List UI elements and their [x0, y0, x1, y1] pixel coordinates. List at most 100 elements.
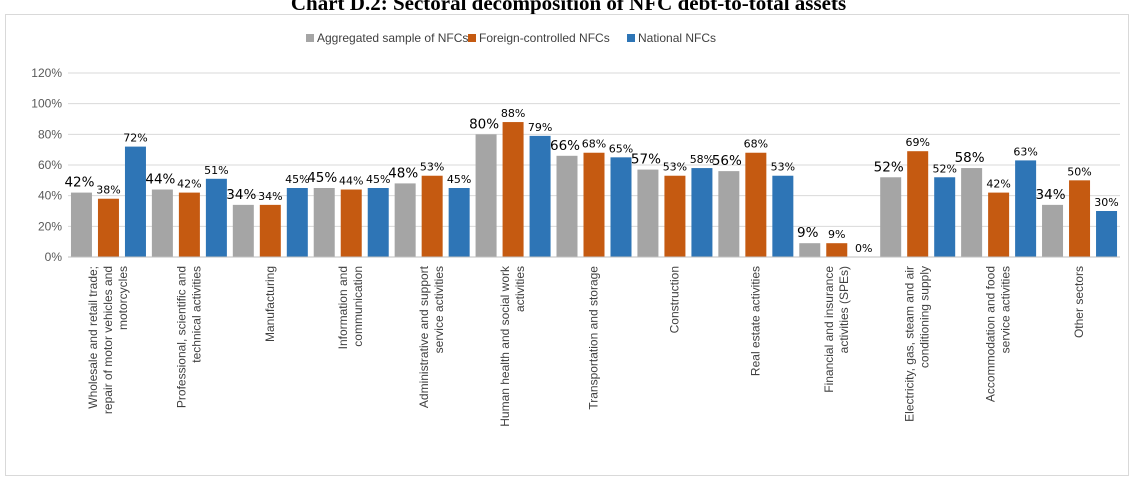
bar	[421, 175, 443, 257]
legend-swatch	[468, 34, 476, 42]
bar	[124, 146, 146, 257]
bar	[961, 168, 983, 257]
category-label: communication	[351, 266, 365, 347]
data-label: 44%	[145, 172, 175, 188]
y-tick-label: 120%	[31, 66, 62, 80]
y-tick-label: 40%	[38, 189, 62, 203]
bar	[475, 134, 497, 257]
category-label: motorcycles	[116, 266, 130, 330]
data-label: 42%	[177, 178, 201, 191]
bar	[448, 188, 470, 257]
y-tick-label: 80%	[38, 127, 62, 141]
bar	[313, 188, 335, 257]
category-label: Professional, scientific and	[174, 266, 188, 408]
category-label: Administrative and support	[417, 265, 431, 408]
legend-swatch	[627, 34, 635, 42]
category-label: repair of motor vehicles and	[101, 266, 115, 414]
data-label: 34%	[226, 187, 256, 203]
data-label: 45%	[307, 170, 337, 186]
legend-swatch	[306, 34, 314, 42]
data-label: 45%	[285, 173, 309, 186]
data-label: 88%	[501, 107, 525, 120]
bar	[988, 192, 1010, 257]
category-label: service activities	[432, 266, 446, 353]
bar	[151, 189, 173, 257]
data-label: 65%	[609, 142, 633, 155]
bar	[1069, 180, 1091, 257]
bar	[691, 168, 713, 257]
category-label: Accommodation and food	[984, 266, 998, 402]
category-label: Construction	[667, 266, 681, 333]
bar	[340, 189, 362, 257]
data-label: 66%	[550, 138, 580, 154]
category-label: Other sectors	[1072, 266, 1086, 338]
data-label: 45%	[366, 173, 390, 186]
bar	[718, 171, 740, 257]
bar	[772, 175, 794, 257]
category-label: Human health and social work	[498, 265, 512, 427]
bar	[556, 155, 578, 257]
data-label: 9%	[797, 225, 819, 241]
bar	[826, 243, 848, 257]
bar	[178, 192, 200, 257]
data-label: 42%	[986, 178, 1010, 191]
data-label: 63%	[1013, 145, 1037, 158]
chart-title: Chart D.2: Sectoral decomposition of NFC…	[290, 0, 847, 15]
category-label: service activities	[999, 266, 1013, 353]
y-tick-label: 20%	[38, 219, 62, 233]
data-label: 0%	[855, 242, 872, 255]
y-tick-label: 100%	[31, 97, 62, 111]
category-label: conditioning supply	[918, 266, 932, 368]
category-label: Financial and insurance	[822, 266, 836, 393]
bar	[529, 135, 551, 257]
bar	[502, 122, 524, 257]
category-label: Real estate activities	[748, 266, 762, 376]
data-label: 69%	[905, 136, 929, 149]
data-label: 53%	[420, 161, 444, 174]
data-label: 80%	[469, 116, 499, 132]
y-tick-label: 60%	[38, 158, 62, 172]
bar	[1042, 204, 1064, 257]
category-label: activities (SPEs)	[837, 266, 851, 353]
bar	[232, 204, 254, 257]
data-label: 51%	[204, 164, 228, 177]
bar	[394, 183, 416, 257]
data-label: 53%	[663, 161, 687, 174]
data-label: 58%	[955, 150, 985, 166]
data-label: 53%	[771, 161, 795, 174]
category-label: activities	[513, 266, 527, 312]
bar	[799, 243, 821, 257]
category-label: Manufacturing	[263, 266, 277, 342]
data-label: 45%	[447, 173, 471, 186]
data-label: 34%	[1036, 187, 1066, 203]
data-label: 48%	[388, 165, 418, 181]
category-label: Electricity, gas, steam and air	[903, 266, 917, 422]
category-label: Information and	[336, 266, 350, 349]
bar	[583, 152, 605, 257]
category-label: technical activities	[189, 266, 203, 363]
bar	[1015, 160, 1037, 257]
category-label: Wholesale and retail trade;	[86, 266, 100, 409]
data-label: 72%	[123, 132, 147, 145]
data-label: 52%	[932, 162, 956, 175]
bar	[637, 169, 659, 257]
bar	[259, 204, 281, 257]
data-label: 68%	[582, 138, 606, 151]
bar	[205, 178, 227, 257]
legend-label: Aggregated sample of NFCs	[317, 31, 468, 45]
category-label: Transportation and storage	[587, 266, 601, 410]
data-label: 58%	[690, 153, 714, 166]
data-label: 42%	[64, 175, 94, 191]
bar	[367, 188, 389, 257]
data-label: 9%	[828, 228, 845, 241]
bar	[745, 152, 767, 257]
data-label: 34%	[258, 190, 282, 203]
bar	[286, 188, 308, 257]
y-tick-label: 0%	[45, 250, 63, 264]
bar	[70, 192, 92, 257]
bar	[934, 177, 956, 257]
legend-label: National NFCs	[638, 31, 716, 45]
bar	[664, 175, 686, 257]
data-label: 52%	[874, 159, 904, 175]
